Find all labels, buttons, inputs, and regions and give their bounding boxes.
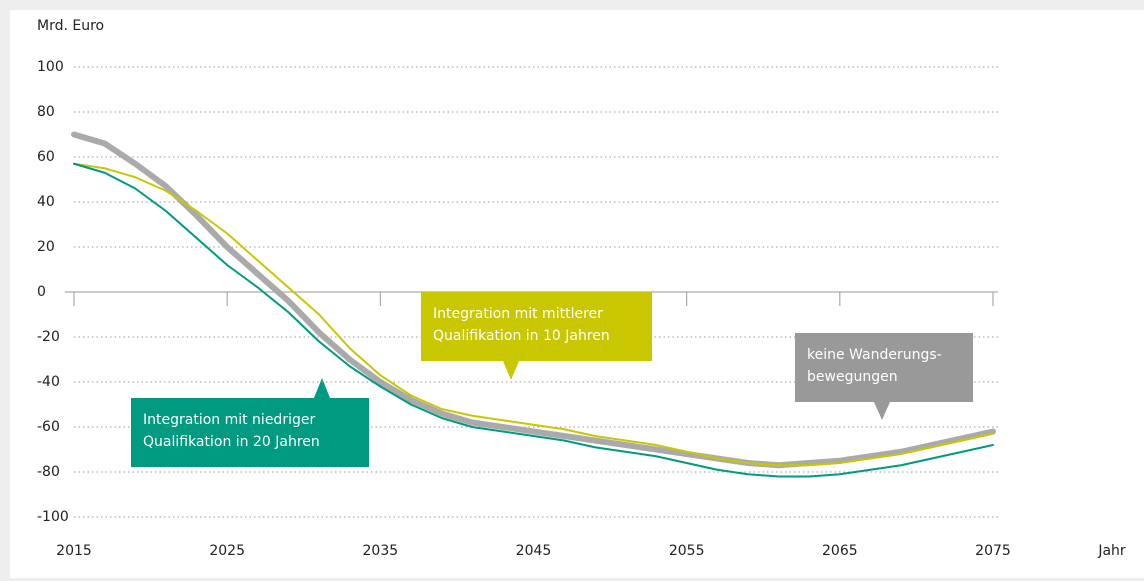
x-tick-label: 2065 (822, 543, 858, 559)
y-tick-label: 20 (37, 239, 55, 255)
x-tick-label: 2025 (209, 543, 245, 559)
y-tick-label: 100 (37, 59, 64, 75)
y-tick-label: -80 (37, 464, 60, 480)
y-tick-label: -60 (37, 419, 60, 435)
series-line (73, 162, 994, 467)
y-axis-label: Mrd. Euro (37, 18, 104, 34)
x-axis-label: Jahr (1097, 543, 1126, 559)
series-label: keine Wanderungs­bewegungen (795, 333, 973, 402)
y-tick-label: 0 (37, 284, 46, 300)
y-tick-label: -40 (37, 374, 60, 390)
x-tick-label: 2015 (56, 543, 92, 559)
x-tick-label: 2075 (975, 543, 1011, 559)
series-label: Integration mit mittlerer Qualifikation … (421, 292, 652, 361)
x-tick-label: 2055 (669, 543, 705, 559)
x-tick-label: 2045 (516, 543, 552, 559)
callout-pointer (314, 378, 330, 398)
y-tick-label: -20 (37, 329, 60, 345)
y-tick-label: 40 (37, 194, 55, 210)
series-line (71, 131, 996, 469)
series-line (73, 162, 994, 478)
callout-pointer (874, 402, 890, 420)
y-tick-label: -100 (37, 509, 69, 525)
callout-pointer (503, 361, 519, 380)
y-tick-label: 80 (37, 104, 55, 120)
x-tick-label: 2035 (363, 543, 399, 559)
y-tick-label: 60 (37, 149, 55, 165)
series-label: Integration mit niedriger Qualifikation … (131, 398, 369, 467)
